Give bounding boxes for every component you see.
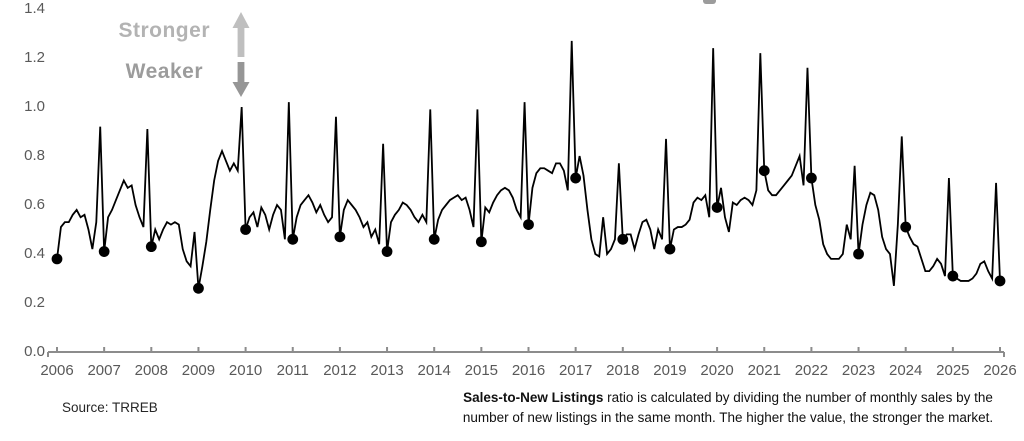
january-marker bbox=[428, 233, 440, 245]
footnote-line1: Sales-to-New Listings ratio is calculate… bbox=[443, 388, 1013, 408]
january-marker bbox=[806, 172, 817, 184]
x-axis-label: 2026 bbox=[983, 362, 1017, 379]
x-axis-label: 2017 bbox=[558, 362, 593, 379]
january-marker bbox=[475, 236, 487, 248]
stronger-up-arrow-icon bbox=[232, 12, 250, 57]
january-marker bbox=[287, 233, 299, 245]
cropped-title-artifact bbox=[703, 0, 716, 4]
x-axis-label: 2008 bbox=[134, 362, 168, 379]
x-axis-line-group bbox=[47, 347, 1005, 357]
x-axis-label: 2007 bbox=[87, 362, 121, 379]
january-markers-group bbox=[51, 165, 1006, 294]
january-marker bbox=[994, 275, 1006, 287]
january-marker bbox=[711, 202, 723, 213]
x-axis-label: 2025 bbox=[936, 362, 970, 379]
footnote-line2: number of new listings in the same month… bbox=[462, 409, 994, 425]
january-marker bbox=[570, 172, 582, 184]
january-marker bbox=[193, 282, 204, 294]
source-text: Source: TRREB bbox=[62, 400, 158, 415]
january-marker bbox=[900, 221, 912, 233]
x-axis-label: 2023 bbox=[841, 362, 876, 379]
x-axis-label: 2010 bbox=[228, 362, 263, 379]
y-axis-label: 0.8 bbox=[24, 147, 45, 164]
x-axis-label: 2015 bbox=[464, 362, 499, 379]
y-axis-label: 0.2 bbox=[24, 294, 45, 311]
january-marker bbox=[758, 165, 770, 177]
january-marker bbox=[98, 246, 110, 257]
january-marker bbox=[947, 270, 959, 282]
january-marker bbox=[853, 248, 864, 260]
january-marker bbox=[145, 241, 157, 253]
january-marker bbox=[334, 231, 346, 243]
x-axis-label: 2014 bbox=[417, 362, 451, 379]
x-axis-label: 2006 bbox=[40, 362, 74, 379]
x-axis-label: 2011 bbox=[276, 362, 309, 379]
footnote: Sales-to-New Listings ratio is calculate… bbox=[443, 388, 1013, 427]
y-axis-label: 0.4 bbox=[24, 245, 45, 262]
x-axis-label: 2021 bbox=[747, 362, 781, 379]
x-axis-label: 2024 bbox=[889, 362, 923, 379]
january-marker bbox=[51, 253, 63, 265]
x-axis-label: 2018 bbox=[606, 362, 640, 379]
y-axis-label: 0.0 bbox=[24, 343, 45, 360]
january-marker bbox=[664, 243, 676, 255]
footnote-line1-rest: ratio is calculated by dividing the numb… bbox=[603, 390, 993, 405]
x-axis-label: 2016 bbox=[511, 362, 546, 379]
y-axis-label: 1.4 bbox=[24, 0, 45, 17]
x-axis-label: 2009 bbox=[181, 362, 216, 379]
x-axis-label: 2019 bbox=[653, 362, 687, 379]
stronger-annotation: Stronger bbox=[118, 19, 210, 42]
weaker-down-arrow-icon bbox=[232, 62, 250, 97]
x-axis-label: 2012 bbox=[323, 362, 357, 379]
january-marker bbox=[617, 233, 629, 245]
y-axis-label: 0.6 bbox=[24, 196, 45, 213]
y-axis-label: 1.0 bbox=[24, 98, 45, 115]
footnote-bold-term: Sales-to-New Listings bbox=[463, 390, 604, 405]
y-axis-label: 1.2 bbox=[24, 49, 45, 66]
january-marker bbox=[523, 219, 534, 231]
x-axis-label: 2013 bbox=[370, 362, 404, 379]
january-marker bbox=[240, 224, 252, 235]
x-axis-label: 2022 bbox=[794, 362, 829, 379]
x-axis-label: 2020 bbox=[700, 362, 734, 379]
january-marker bbox=[381, 246, 393, 257]
weaker-annotation: Weaker bbox=[125, 60, 203, 83]
